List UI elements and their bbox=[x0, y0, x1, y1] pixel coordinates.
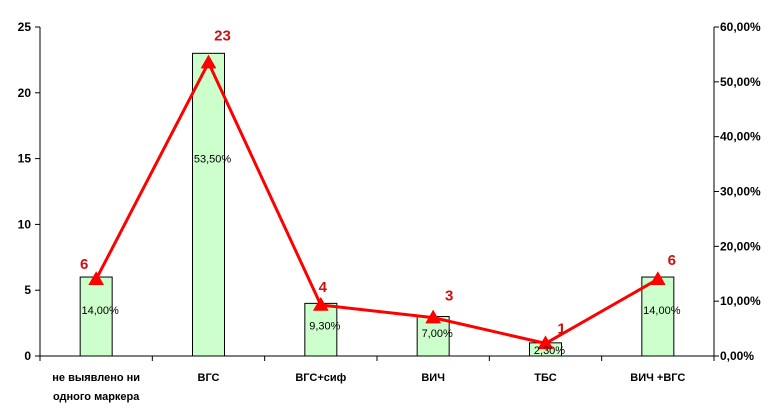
x-category-label: ВИЧ +ВГС bbox=[630, 372, 685, 384]
line-marker-triangle bbox=[312, 296, 329, 311]
bar-data-label: 14,00% bbox=[82, 305, 120, 317]
x-category-label-line: ВГС bbox=[198, 372, 220, 384]
y-left-tick-label: 25 bbox=[18, 20, 32, 34]
line-data-label: 23 bbox=[214, 28, 231, 45]
x-category-label: ВИЧ bbox=[421, 372, 445, 384]
y-left-tick-label: 20 bbox=[18, 86, 32, 100]
line-marker-triangle bbox=[88, 271, 105, 285]
x-category-label: ВГС+сиф bbox=[295, 372, 346, 384]
x-category-label-line: не выявлено ни bbox=[52, 372, 140, 384]
y-right-tick-label: 0,00% bbox=[720, 349, 754, 363]
line-marker-triangle bbox=[649, 271, 666, 285]
bars bbox=[79, 52, 675, 357]
line-data-label: 1 bbox=[557, 320, 565, 337]
x-category-label-line: ВГС+сиф bbox=[295, 372, 346, 384]
line-marker-triangle bbox=[200, 54, 217, 69]
line-data-label: 6 bbox=[80, 256, 88, 273]
bar-data-label: 2,30% bbox=[534, 345, 565, 357]
x-category-label: не выявлено ни одного маркера bbox=[52, 372, 140, 403]
bar-data-label: 7,00% bbox=[422, 328, 453, 340]
line-data-label: 3 bbox=[445, 288, 453, 305]
bar-data-label: 9,30% bbox=[309, 320, 340, 332]
line-path bbox=[94, 61, 659, 345]
x-category-label-line: ВИЧ bbox=[421, 372, 445, 384]
bar bbox=[641, 276, 675, 357]
line-data-label: 4 bbox=[319, 279, 328, 296]
bar-data-label: 14,00% bbox=[643, 305, 681, 317]
line-marker-triangle bbox=[425, 309, 442, 324]
bar-data-label: 53,50% bbox=[194, 153, 232, 165]
x-category-label-line: ВИЧ +ВГС bbox=[630, 372, 685, 384]
y-left-tick-label: 10 bbox=[18, 217, 32, 231]
y-left-tick-label: 15 bbox=[18, 152, 32, 166]
y-right-tick-label: 10,00% bbox=[720, 294, 761, 308]
x-category-label-line: одного маркера bbox=[53, 391, 140, 403]
line-marker-triangle bbox=[537, 335, 554, 350]
x-category-label-line: ТБС bbox=[534, 372, 556, 384]
y-left-tick-label: 0 bbox=[24, 349, 31, 363]
line-series bbox=[88, 54, 666, 350]
y-right-tick-label: 60,00% bbox=[720, 20, 761, 34]
x-category-label: ТБС bbox=[534, 372, 556, 384]
y-right-tick-label: 20,00% bbox=[720, 239, 761, 253]
bar bbox=[304, 302, 338, 357]
axes: 0 5 10 15 20 25 0,00% 10,00% 20,00% 30,00% 40,00% 5… bbox=[18, 20, 761, 403]
y-left-tick-label: 5 bbox=[24, 283, 31, 297]
data-labels: 14,00% 53,50% 9,30% 7,00% 2,30% 14,00% 6 23 4 3 1 6 bbox=[80, 28, 681, 357]
y-right-tick-label: 30,00% bbox=[720, 185, 761, 199]
bar bbox=[192, 52, 225, 357]
line-data-label: 6 bbox=[668, 252, 676, 269]
y-right-tick-label: 40,00% bbox=[720, 130, 761, 144]
x-category-label: ВГС bbox=[198, 372, 220, 384]
y-right-tick-label: 50,00% bbox=[720, 75, 761, 89]
